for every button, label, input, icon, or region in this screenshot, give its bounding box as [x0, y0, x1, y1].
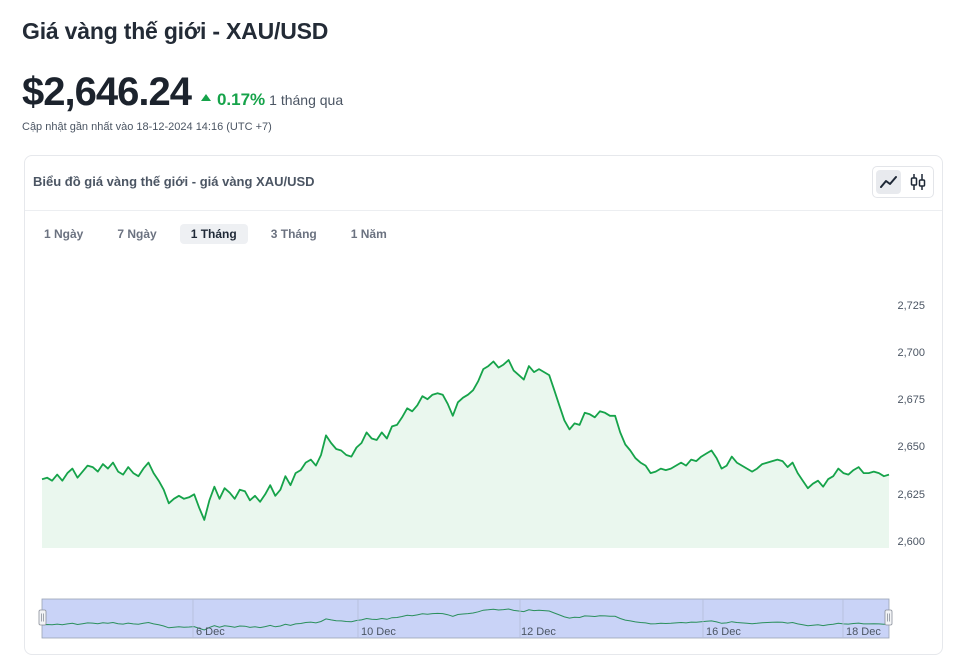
change-percent: 0.17%	[216, 90, 266, 109]
y-tick-label: 2,700	[897, 347, 925, 359]
last-updated: Cập nhật gần nhất vào 18-12-2024 14:16 (…	[22, 121, 272, 133]
price-area	[42, 360, 889, 548]
page-title: Giá vàng thế giới - XAU/USD	[22, 18, 329, 44]
tab-3-months[interactable]: 3 Tháng	[270, 227, 317, 241]
line-chart-icon	[879, 176, 897, 188]
price-chart: 2,600 2,625 2,650 2,675 2,700 2,725 6 De…	[38, 300, 925, 639]
navigator-left-handle[interactable]	[38, 609, 47, 626]
tab-7-days[interactable]: 7 Ngày	[117, 227, 157, 241]
y-tick-label: 2,600	[897, 536, 925, 548]
tab-1-year[interactable]: 1 Năm	[350, 227, 387, 241]
navigator-tick-label: 6 Dec	[196, 626, 225, 638]
line-chart-button[interactable]	[876, 170, 901, 194]
chart-type-switch	[872, 166, 934, 198]
price-change: 0.17% 1 tháng qua	[200, 90, 344, 110]
y-tick-label: 2,625	[897, 489, 925, 501]
chart-card: Biểu đồ giá vàng thế giới - giá vàng XAU…	[24, 155, 943, 655]
navigator-tick-label: 12 Dec	[521, 626, 556, 638]
range-navigator[interactable]: 6 Dec 10 Dec 12 Dec 16 Dec 18 Dec	[38, 598, 893, 639]
tab-1-month[interactable]: 1 Tháng	[179, 224, 248, 244]
navigator-tick-label: 16 Dec	[706, 626, 741, 638]
y-axis: 2,600 2,625 2,650 2,675 2,700 2,725	[897, 300, 925, 548]
y-tick-label: 2,650	[897, 441, 925, 453]
chart-title: Biểu đồ giá vàng thế giới - giá vàng XAU…	[33, 174, 315, 189]
y-tick-label: 2,725	[897, 300, 925, 312]
tab-1-day[interactable]: 1 Ngày	[44, 227, 84, 241]
navigator-selection[interactable]	[41, 598, 890, 639]
navigator-tick-label: 18 Dec	[846, 626, 881, 638]
up-arrow-icon	[200, 94, 211, 101]
change-period: 1 tháng qua	[269, 92, 344, 108]
navigator-tick-label: 10 Dec	[361, 626, 396, 638]
chart-card-header: Biểu đồ giá vàng thế giới - giá vàng XAU…	[25, 156, 942, 211]
price-line	[41, 359, 890, 521]
y-tick-label: 2,675	[897, 394, 925, 406]
price-summary: $2,646.24 0.17% 1 tháng qua	[22, 70, 343, 115]
navigator-line	[41, 608, 890, 631]
candlestick-chart-button[interactable]	[905, 170, 930, 194]
candlestick-icon	[910, 174, 925, 190]
current-price: $2,646.24	[22, 70, 192, 114]
navigator-right-handle[interactable]	[884, 609, 893, 626]
time-range-tabs: 1 Ngày 7 Ngày 1 Tháng 3 Tháng 1 Năm	[33, 224, 398, 244]
